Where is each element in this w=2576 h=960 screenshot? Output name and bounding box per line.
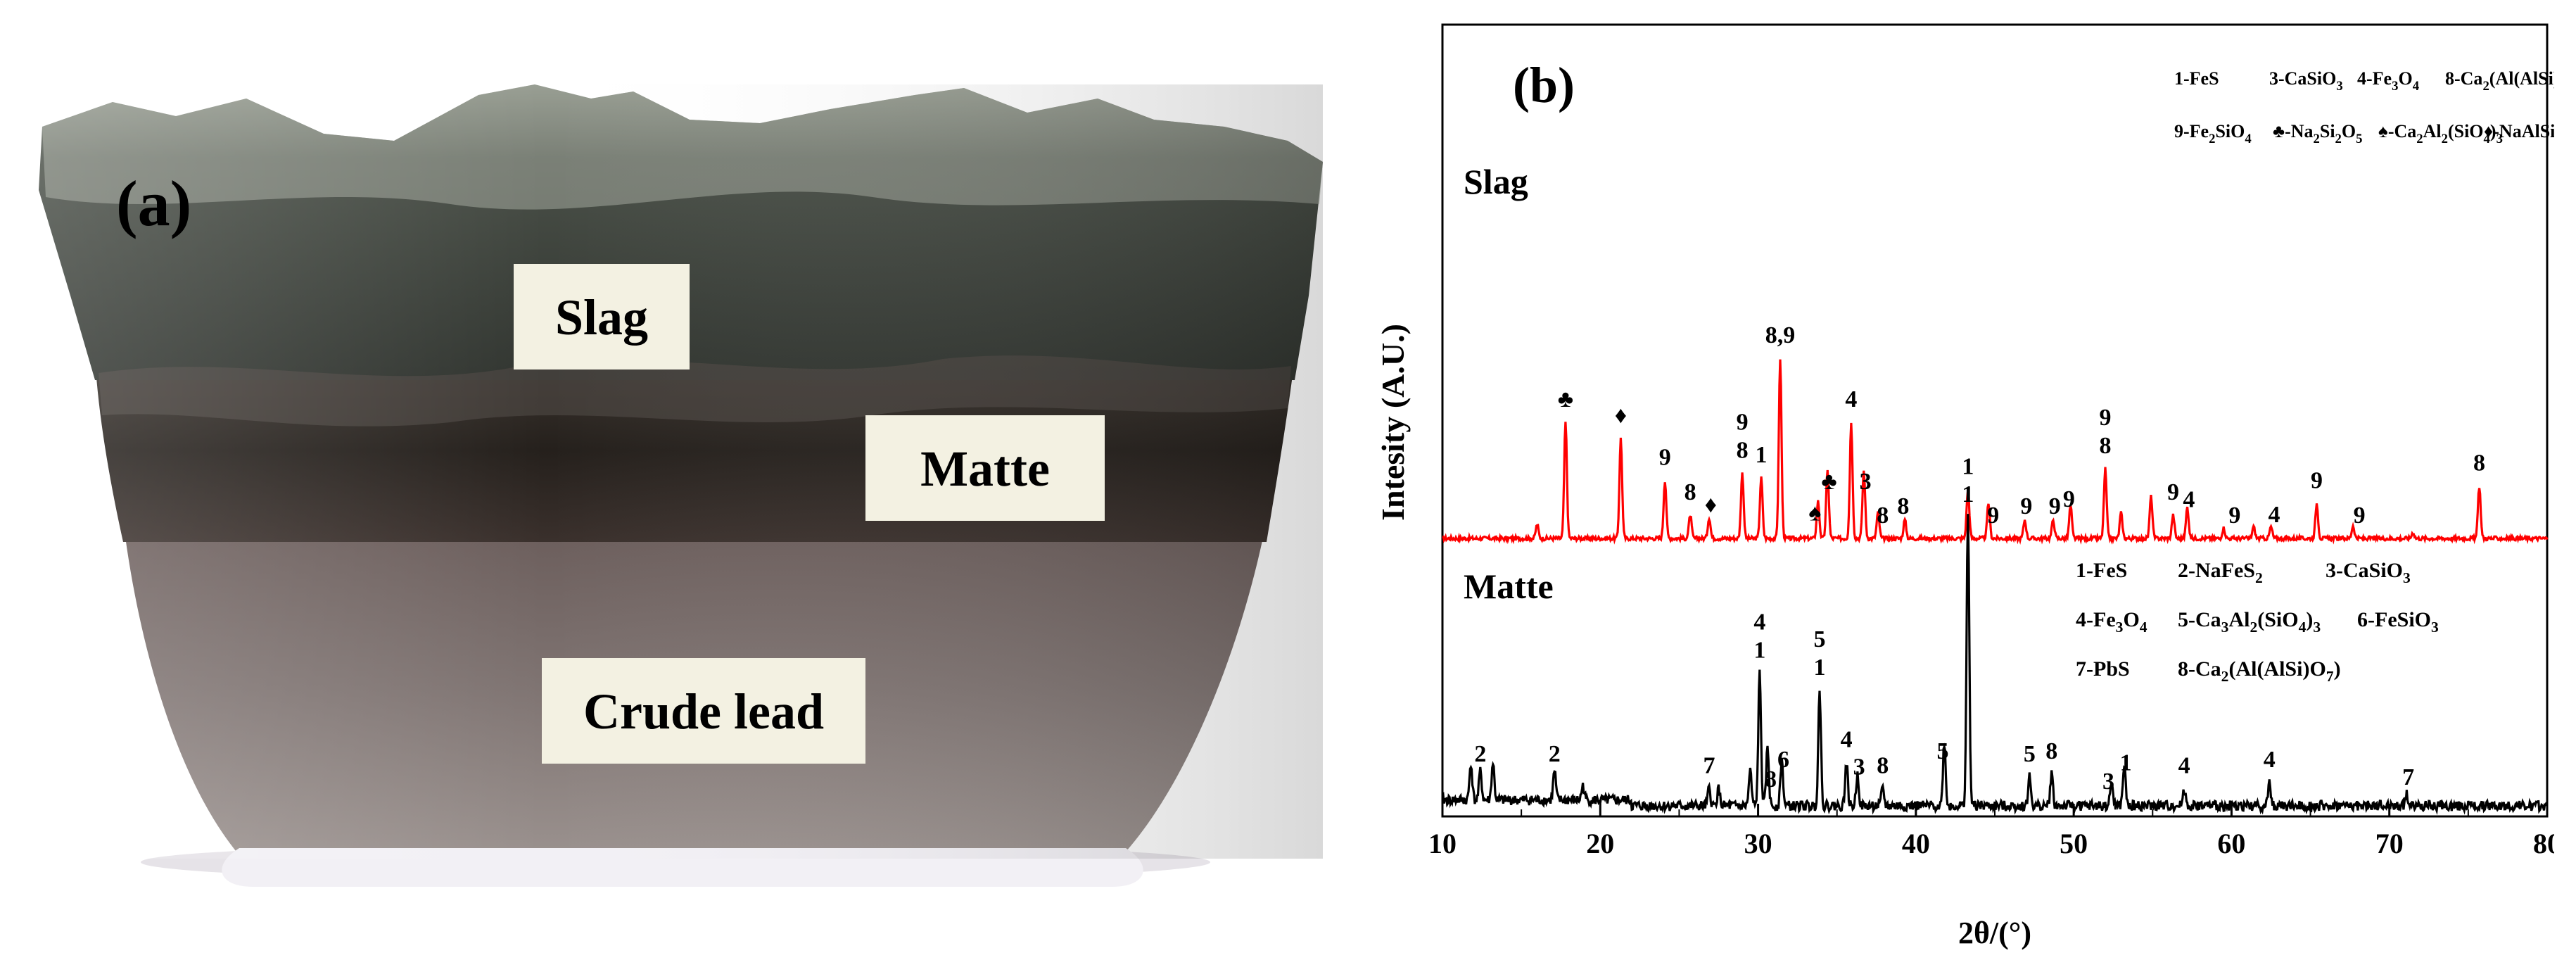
matte-legend-item: 7-PbS (2076, 657, 2130, 681)
panel-a-label: (a) (116, 168, 191, 239)
matte-label-box (865, 415, 1105, 521)
xrd-curves (1441, 359, 2549, 816)
slag-legend-item: ♦-NaAlSiO4 (2484, 121, 2554, 146)
matte-peak-label: 1 (1962, 481, 1974, 507)
y-axis-label: Intesity (A.U.) (1375, 324, 1411, 521)
slag-peak-label: 9 (2228, 503, 2240, 529)
slag-peak-label: 9 (1987, 503, 1999, 529)
matte-legend-item: 1-FeS (2076, 559, 2127, 582)
slag-peak-label: 9 (2049, 493, 2061, 519)
matte-series-label: Matte (1464, 567, 1554, 606)
matte-pattern-line (1441, 514, 2548, 816)
slag-peak-label: 9 (2063, 486, 2075, 512)
slag-peak-label: 1 (1756, 442, 1768, 468)
matte-peak-label: 4 (2264, 747, 2276, 773)
x-tick-labels: 10 20 30 40 50 60 70 80 (1428, 828, 2554, 859)
slag-peak-label: 8 (1684, 479, 1696, 505)
panel-b-label: (b) (1513, 57, 1575, 113)
slag-peak-label: 3 (1860, 469, 1872, 495)
slag-series-label: Slag (1464, 162, 1528, 201)
x-tick-label: 30 (1744, 828, 1772, 859)
matte-peak-label: 2 (1474, 741, 1486, 767)
x-axis-label: 2θ/(°) (1958, 916, 2031, 950)
slag-peak-label: 4 (2268, 502, 2280, 528)
matte-peak-label: 1 (1753, 637, 1765, 663)
slag-label: Slag (555, 289, 648, 346)
slag-legend-item: 1-FeS (2174, 68, 2219, 89)
slag-legend-item: 4-Fe3O4 (2357, 68, 2419, 94)
slag-pattern-line (1442, 359, 2549, 545)
slag-peak-label: ♣ (1558, 386, 1573, 412)
slag-peak-label: 8 (1737, 438, 1749, 464)
matte-peak-label: 1 (2120, 750, 2132, 776)
slag-peak-label: 8 (2100, 433, 2112, 459)
slag-peak-label: 9 (1659, 444, 1671, 470)
matte-peak-label: 2 (1549, 741, 1561, 767)
slag-legend-item: 8-Ca2(Al(AlSi)O7) (2445, 68, 2554, 94)
slag-peak-label: 8 (2473, 450, 2485, 476)
matte-label: Matte (920, 441, 1050, 497)
slag-peak-label: 9 (2020, 493, 2032, 519)
slag-peak-label: ♦ (1705, 492, 1717, 518)
matte-legend: 1-FeS 2-NaFeS2 3-CaSiO3 4-Fe3O4 5-Ca3Al2… (2076, 559, 2439, 685)
matte-peak-label: 1 (1814, 655, 1826, 681)
matte-peak-label: 8 (2045, 738, 2057, 764)
slag-peak-label: 9 (2311, 467, 2323, 493)
slag-legend-item: ♣-Na2Si2O5 (2273, 121, 2363, 146)
matte-peak-label: 3 (2102, 769, 2114, 795)
slag-legend: 1-FeS 3-CaSiO3 4-Fe3O4 8-Ca2(Al(AlSi)O7)… (2174, 68, 2554, 146)
matte-peak-label: 4 (2178, 752, 2190, 778)
matte-peak-label: 5 (2024, 741, 2036, 767)
matte-legend-item: 4-Fe3O4 (2076, 608, 2147, 636)
matte-legend-item: 6-FeSiO3 (2357, 608, 2439, 636)
matte-legend-item: 5-Ca3Al2(SiO4)3 (2178, 608, 2321, 636)
slag-legend-item: 9-Fe2SiO4 (2174, 121, 2252, 146)
matte-peak-label: 3 (1853, 754, 1865, 781)
slag-peak-label: ♦ (1615, 403, 1627, 429)
x-tick-label: 60 (2217, 828, 2245, 859)
x-tick-label: 10 (1428, 828, 1457, 859)
slag-peak-label: 9 (2100, 405, 2112, 431)
matte-peak-label: 8 (1877, 752, 1889, 778)
matte-legend-item: 8-Ca2(Al(AlSi)O7) (2178, 657, 2341, 685)
crucible-photo: (a) Slag Matte Crude lead (28, 84, 1323, 887)
slag-peak-label: 4 (2183, 487, 2195, 513)
matte-legend-item: 2-NaFeS2 (2178, 559, 2263, 586)
matte-peak-label: 5 (1814, 626, 1826, 652)
slag-peak-label: 8 (1877, 503, 1889, 529)
matte-legend-item: 3-CaSiO3 (2326, 559, 2411, 586)
slag-peak-label: ♠ (1808, 500, 1821, 526)
slag-peak-label: 9 (1737, 410, 1749, 436)
matte-peak-label: 6 (1777, 747, 1789, 773)
x-tick-label: 70 (2375, 828, 2404, 859)
slag-peak-label: 8,9 (1765, 322, 1796, 348)
x-tick-label: 20 (1586, 828, 1614, 859)
matte-peak-label: 7 (1703, 752, 1715, 778)
slag-peak-label: 1 (1962, 454, 1974, 480)
x-tick-label: 40 (1902, 828, 1930, 859)
matte-peak-label: 4 (1753, 609, 1765, 635)
xrd-chart: 10 20 30 40 50 60 70 80 2θ/(°) Intesity (A.U.) … (1375, 23, 2554, 950)
x-tick-label: 50 (2060, 828, 2088, 859)
slag-peak-label: 9 (2167, 479, 2179, 505)
slag-legend-item: 3-CaSiO3 (2269, 68, 2343, 94)
slag-peak-label: 4 (1845, 386, 1857, 412)
slag-peak-label: 9 (2354, 503, 2366, 529)
slag-label-box (514, 264, 690, 370)
slag-peak-label: ♣ (1821, 469, 1836, 495)
crude-lead-label: Crude lead (583, 683, 824, 740)
matte-peak-label: 7 (2402, 764, 2414, 790)
matte-peak-label: 4 (1841, 727, 1853, 753)
x-tick-label: 80 (2533, 828, 2554, 859)
matte-peak-label: 8 (1765, 766, 1777, 792)
matte-peak-label: 5 (1936, 738, 1948, 764)
plot-frame (1441, 23, 2549, 818)
slag-peak-label: 8 (1897, 493, 1909, 519)
crude-lead-label-box (542, 658, 865, 764)
